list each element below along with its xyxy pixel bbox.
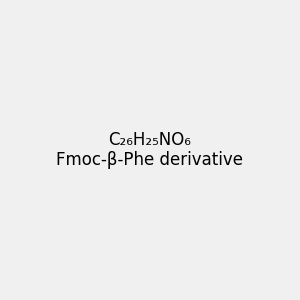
- Text: C₂₆H₂₅NO₆
Fmoc-β-Phe derivative: C₂₆H₂₅NO₆ Fmoc-β-Phe derivative: [56, 130, 244, 170]
